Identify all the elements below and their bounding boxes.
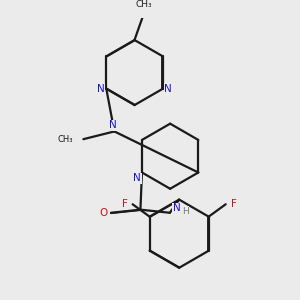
Text: F: F (230, 199, 236, 209)
Text: F: F (122, 199, 128, 209)
Text: N: N (164, 84, 172, 94)
Text: O: O (99, 208, 107, 218)
Text: N: N (173, 203, 181, 213)
Text: CH₃: CH₃ (58, 135, 74, 144)
Text: N: N (97, 84, 105, 94)
Text: H: H (182, 207, 189, 216)
Text: CH₃: CH₃ (136, 1, 152, 10)
Text: N: N (134, 173, 141, 183)
Text: N: N (109, 120, 117, 130)
